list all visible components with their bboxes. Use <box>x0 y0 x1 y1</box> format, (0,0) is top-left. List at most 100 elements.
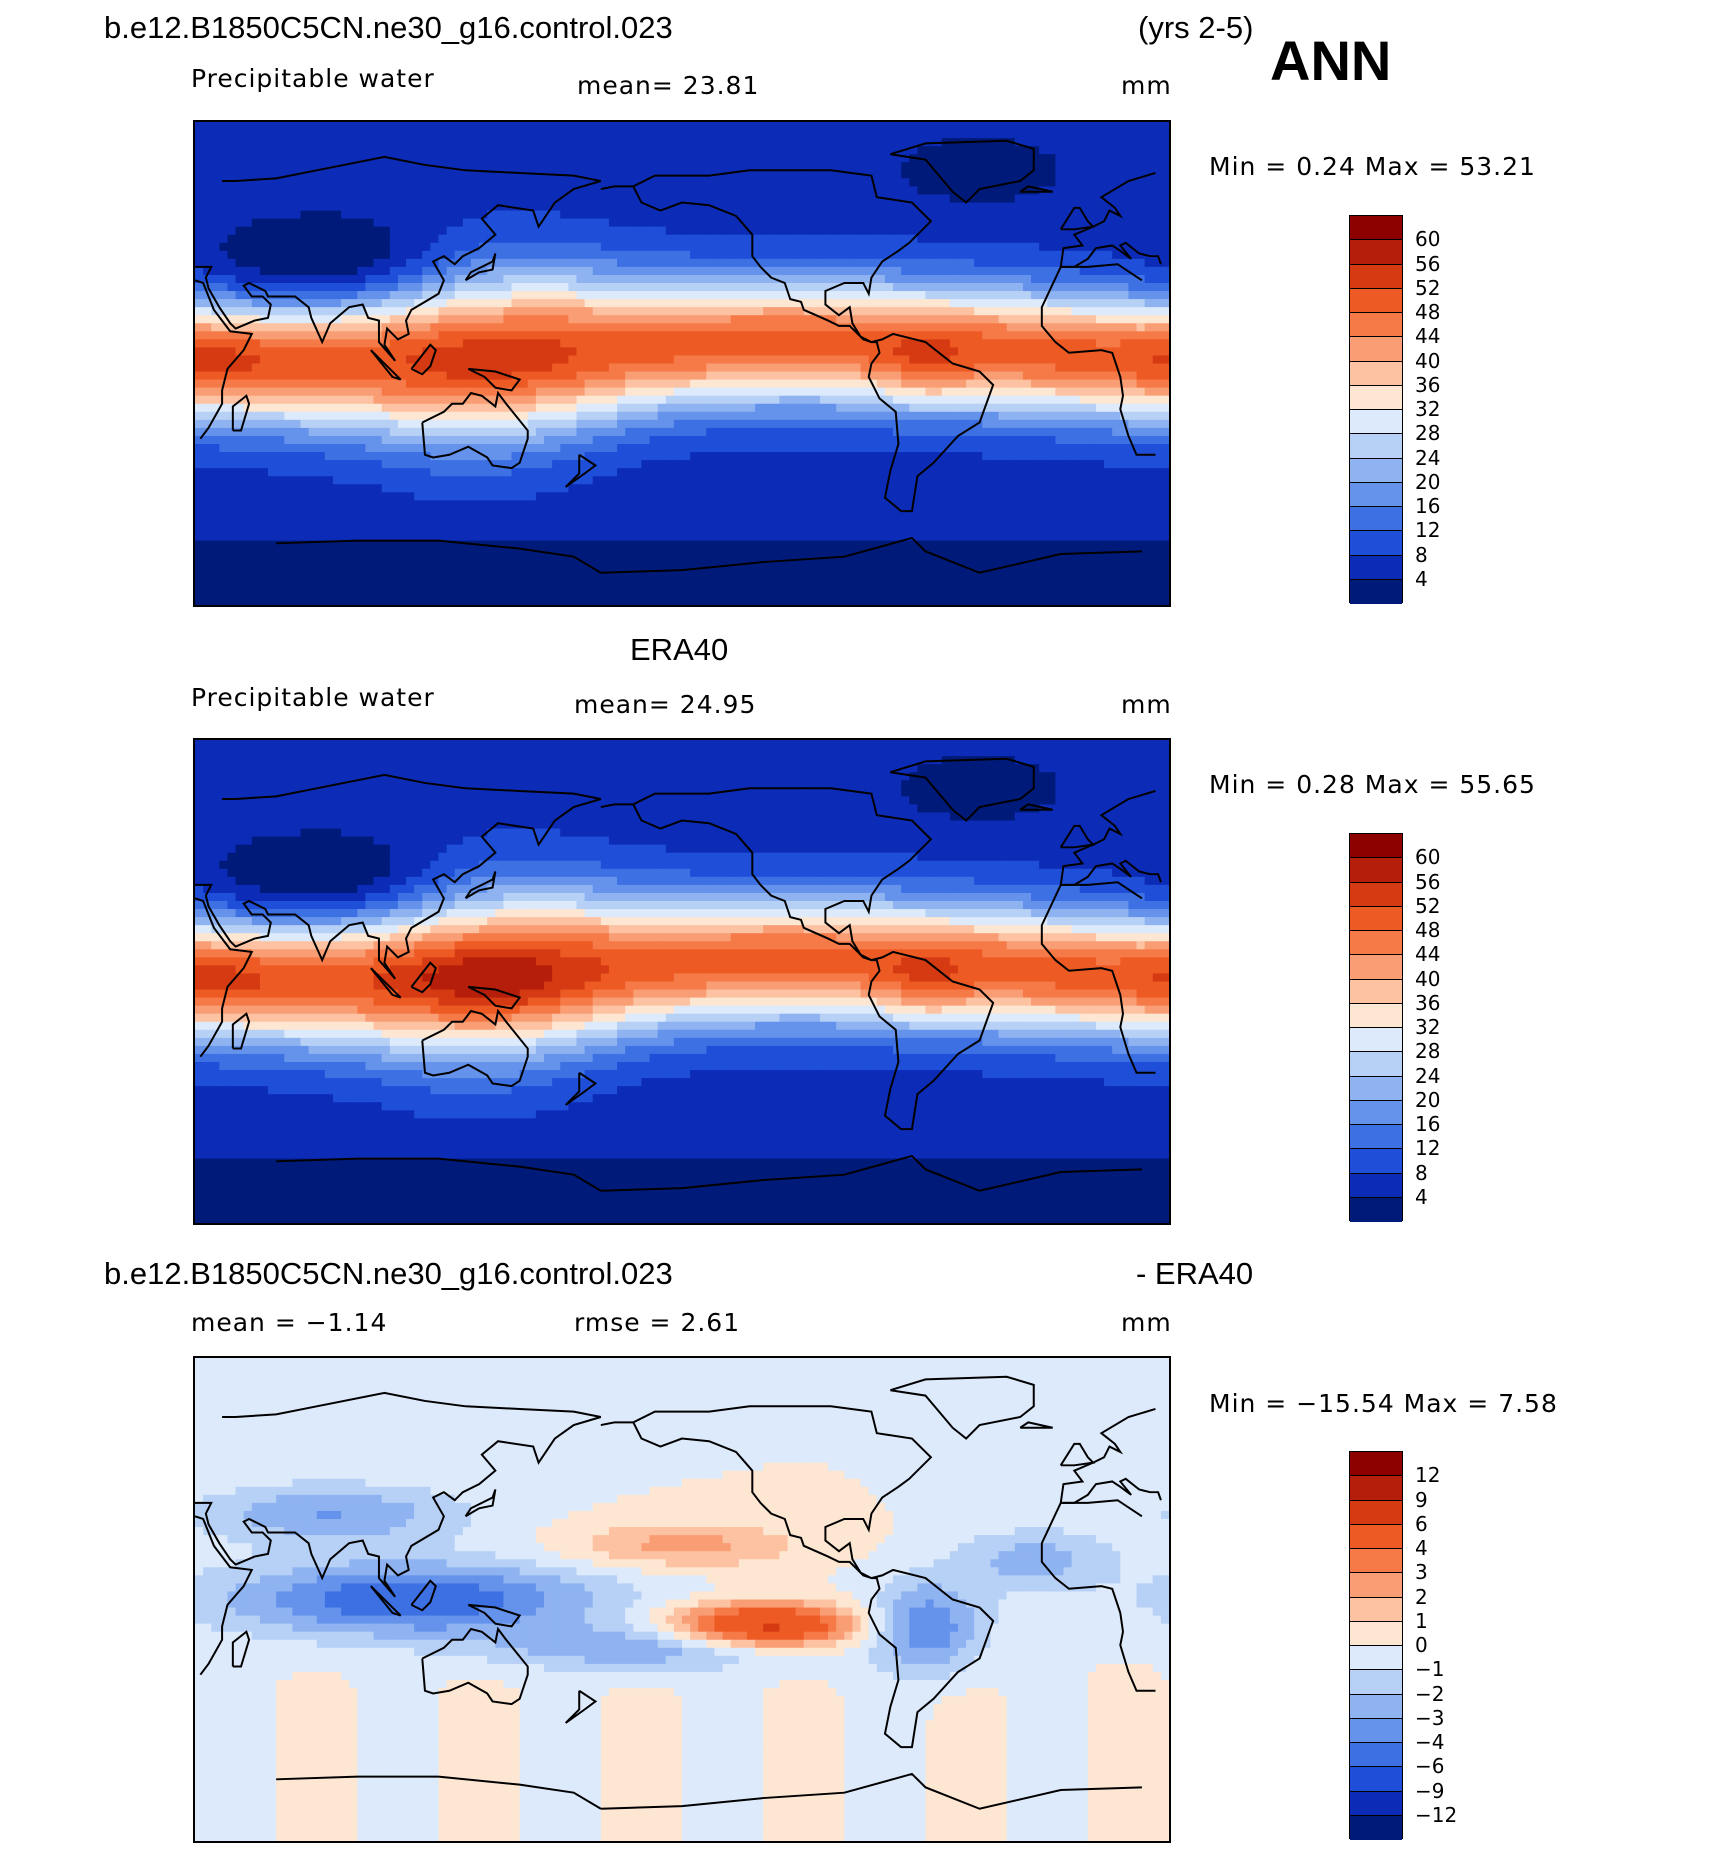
colorbar-tick-label: 32 <box>1415 399 1440 419</box>
contour-field <box>195 122 1169 605</box>
coastline <box>276 1154 1142 1192</box>
colorbar-tick-label: 12 <box>1415 520 1440 540</box>
colorbar-box <box>1350 858 1402 883</box>
colorbar-box <box>1350 1767 1402 1792</box>
colorbar-box <box>1350 1476 1402 1501</box>
colorbar-box <box>1350 1621 1402 1646</box>
colorbar-box <box>1350 882 1402 907</box>
colorbar-tick-label: 0 <box>1415 1635 1428 1655</box>
coastline <box>890 1375 1035 1440</box>
colorbar-box <box>1350 410 1402 435</box>
coastline <box>222 1391 1156 1504</box>
colorbar-box <box>1350 1670 1402 1695</box>
colorbar-tick-label: 4 <box>1415 569 1428 589</box>
colorbar-box <box>1350 1173 1402 1198</box>
panel2-minmax: Min = 0.28 Max = 55.65 <box>1209 770 1536 799</box>
coastline <box>222 773 1156 886</box>
colorbar-tick-label: 56 <box>1415 872 1440 892</box>
coastline <box>467 1603 522 1628</box>
panel3-minmax: Min = −15.54 Max = 7.58 <box>1209 1389 1558 1418</box>
coastline <box>632 169 995 513</box>
colorbar-tick-label: −9 <box>1415 1781 1444 1801</box>
colorbar-tick-label: −1 <box>1415 1659 1444 1679</box>
map-panel-diff <box>193 1356 1171 1843</box>
coastline <box>632 1405 995 1749</box>
colorbar-box <box>1350 434 1402 459</box>
coastline <box>195 798 1162 980</box>
coastline <box>1019 803 1053 811</box>
colorbar-box <box>1350 1052 1402 1077</box>
coastline <box>370 349 402 381</box>
coastline <box>421 390 529 470</box>
colorbar-box <box>1350 216 1402 241</box>
colorbar-tick-label: −12 <box>1415 1805 1457 1825</box>
case-title: b.e12.B1850C5CN.ne30_g16.control.023 <box>104 10 673 46</box>
colorbar-tick-label: 4 <box>1415 1538 1428 1558</box>
colorbar-tick-label: 2 <box>1415 1587 1428 1607</box>
colorbar-box <box>1350 1718 1402 1743</box>
coastline <box>276 536 1142 574</box>
years-label: (yrs 2-5) <box>1138 10 1253 46</box>
colorbar-tick-label: 60 <box>1415 847 1440 867</box>
colorbar-tick-label: 16 <box>1415 1114 1440 1134</box>
colorbar-box <box>1350 955 1402 980</box>
colorbar-tick-label: 52 <box>1415 278 1440 298</box>
map-panel-model <box>193 120 1171 607</box>
coastline <box>600 185 634 191</box>
coastline <box>410 961 437 994</box>
coastline <box>370 1585 402 1617</box>
colorbar-tick-label: −4 <box>1415 1732 1444 1752</box>
coastline <box>564 1071 598 1106</box>
colorbar-tick-label: 24 <box>1415 1066 1440 1086</box>
colorbar-tick-label: 48 <box>1415 302 1440 322</box>
panel3-rmse: rmse = 2.61 <box>574 1308 740 1337</box>
panel2-mean: mean= 24.95 <box>574 690 756 719</box>
panel2-units: mm <box>1121 690 1172 719</box>
colorbar-box <box>1350 1003 1402 1028</box>
coastline <box>231 1012 251 1050</box>
colorbar-tick-label: 60 <box>1415 229 1440 249</box>
colorbar-tick-label: 8 <box>1415 1163 1428 1183</box>
colorbar-box <box>1350 385 1402 410</box>
colorbar-tick-label: 44 <box>1415 944 1440 964</box>
colorbar-tick-label: 12 <box>1415 1138 1440 1158</box>
colorbar-tick-label: 40 <box>1415 351 1440 371</box>
colorbar-box <box>1350 1549 1402 1574</box>
colorbar-box <box>1350 979 1402 1004</box>
colorbar-box <box>1350 834 1402 859</box>
colorbar-box <box>1350 361 1402 386</box>
coastline <box>1059 206 1096 231</box>
colorbar-box <box>1350 264 1402 289</box>
colorbar-diff <box>1349 1451 1403 1840</box>
colorbar-box <box>1350 1597 1402 1622</box>
colorbar-tick-label: 20 <box>1415 472 1440 492</box>
coastline <box>890 757 1035 822</box>
colorbar-box <box>1350 1524 1402 1549</box>
colorbar-box <box>1350 458 1402 483</box>
coastline <box>410 1579 437 1612</box>
colorbar-box <box>1350 1028 1402 1053</box>
coastline <box>370 967 402 999</box>
panel2-variable: Precipitable water <box>191 683 435 712</box>
colorbar-box <box>1350 1197 1402 1222</box>
colorbar-tick-label: 52 <box>1415 896 1440 916</box>
coastline <box>231 1630 251 1668</box>
coastline <box>421 1626 529 1706</box>
panel3-mean: mean = −1.14 <box>191 1308 387 1337</box>
colorbar-box <box>1350 579 1402 604</box>
map-panel-obs <box>193 738 1171 1225</box>
colorbar-box <box>1350 1815 1402 1840</box>
colorbar-box <box>1350 1694 1402 1719</box>
coastline <box>195 1416 1162 1598</box>
colorbar-box <box>1350 288 1402 313</box>
coastline <box>890 139 1035 204</box>
colorbar-tick-label: 48 <box>1415 920 1440 940</box>
colorbar-tick-label: 3 <box>1415 1562 1428 1582</box>
coastline <box>464 1489 497 1518</box>
coastline <box>564 453 598 488</box>
coastline <box>467 367 522 392</box>
colorbar-box <box>1350 240 1402 265</box>
colorbar-tick-label: 44 <box>1415 326 1440 346</box>
colorbar-tick-label: 4 <box>1415 1187 1428 1207</box>
colorbar-tick-label: 20 <box>1415 1090 1440 1110</box>
